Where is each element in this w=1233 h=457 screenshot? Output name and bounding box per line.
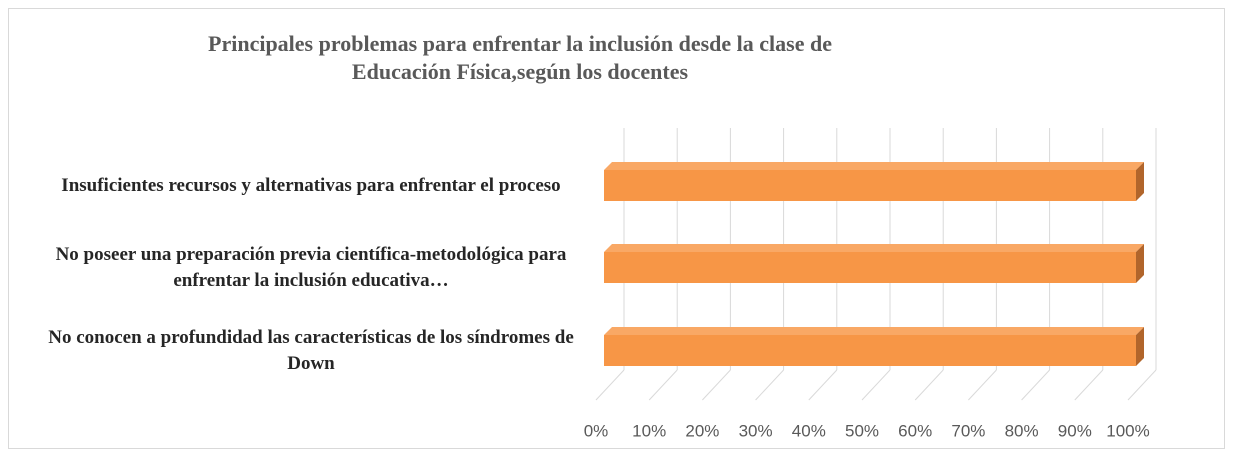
category-label: Insuficientes recursos y alternativas pa… — [61, 174, 561, 196]
bar-top — [604, 162, 1144, 170]
x-tick-label: 10% — [632, 421, 666, 440]
floor-grid-line — [861, 369, 891, 401]
floor-grid-line — [1021, 369, 1050, 401]
floor-grid-line — [1074, 369, 1104, 401]
bar-side — [1136, 244, 1144, 283]
x-tick-label: 30% — [739, 421, 773, 440]
x-tick-label: 40% — [792, 421, 826, 440]
bar-side — [1136, 327, 1144, 366]
bar-side — [1136, 162, 1144, 201]
bar — [604, 335, 1136, 366]
floor-grid-line — [648, 369, 678, 401]
bar — [604, 170, 1136, 201]
floor-grid-line — [595, 369, 625, 401]
bar — [604, 252, 1136, 283]
chart-title: Principales problemas para enfrentar la … — [208, 31, 832, 84]
floor-grid-line — [1127, 369, 1157, 401]
category-label: No poseer una preparación previa científ… — [55, 243, 567, 291]
x-tick-label: 60% — [898, 421, 932, 440]
category-label: No conocen a profundidad las característ… — [48, 326, 574, 374]
floor-grid-line — [755, 369, 784, 401]
chart-border — [8, 8, 1225, 449]
x-tick-label: 90% — [1058, 421, 1092, 440]
floor-grid-line — [808, 369, 838, 401]
x-tick-label: 70% — [951, 421, 985, 440]
x-tick-label: 100% — [1106, 421, 1149, 440]
x-tick-label: 20% — [685, 421, 719, 440]
floor-grid-line — [968, 369, 997, 401]
x-tick-label: 50% — [845, 421, 879, 440]
x-tick-label: 0% — [584, 421, 609, 440]
bar-top — [604, 244, 1144, 252]
bar-top — [604, 327, 1144, 335]
x-tick-label: 80% — [1005, 421, 1039, 440]
floor-grid-line — [702, 369, 731, 401]
floor-grid-line — [914, 369, 944, 401]
